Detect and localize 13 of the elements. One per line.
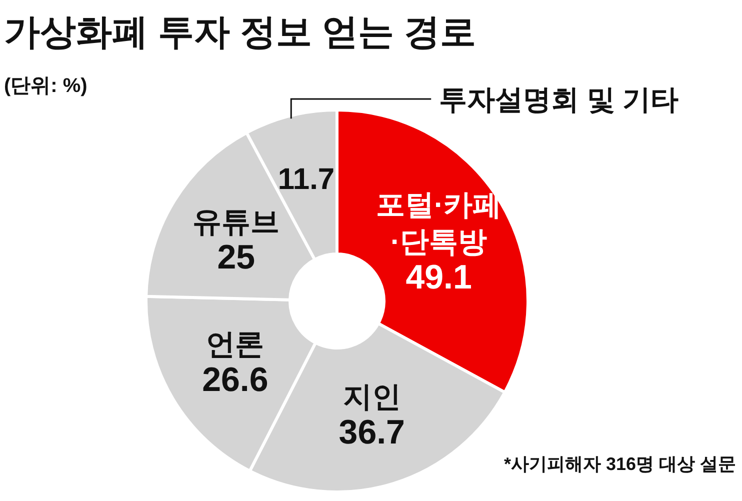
data-label: 36.7	[338, 414, 405, 452]
text: *사기피해자 316명 대상 설문	[504, 454, 736, 474]
data-label: 25	[217, 238, 256, 277]
chart-title: 가상화폐 투자 정보 얻는 경로	[4, 11, 476, 52]
slice-label: 지인	[342, 382, 401, 414]
data-label: 26.6	[202, 361, 268, 399]
slice-label: 투자설명회 및 기타	[439, 84, 679, 115]
data-label: 11.7	[278, 162, 335, 196]
slice-label: 포털·카페·단톡방	[376, 190, 502, 258]
chart-subtitle: (단위: %)	[4, 75, 88, 97]
slice-label: 유튜브	[192, 206, 280, 239]
data-label: 49.1	[406, 258, 472, 296]
slice-label: 언론	[206, 329, 264, 361]
